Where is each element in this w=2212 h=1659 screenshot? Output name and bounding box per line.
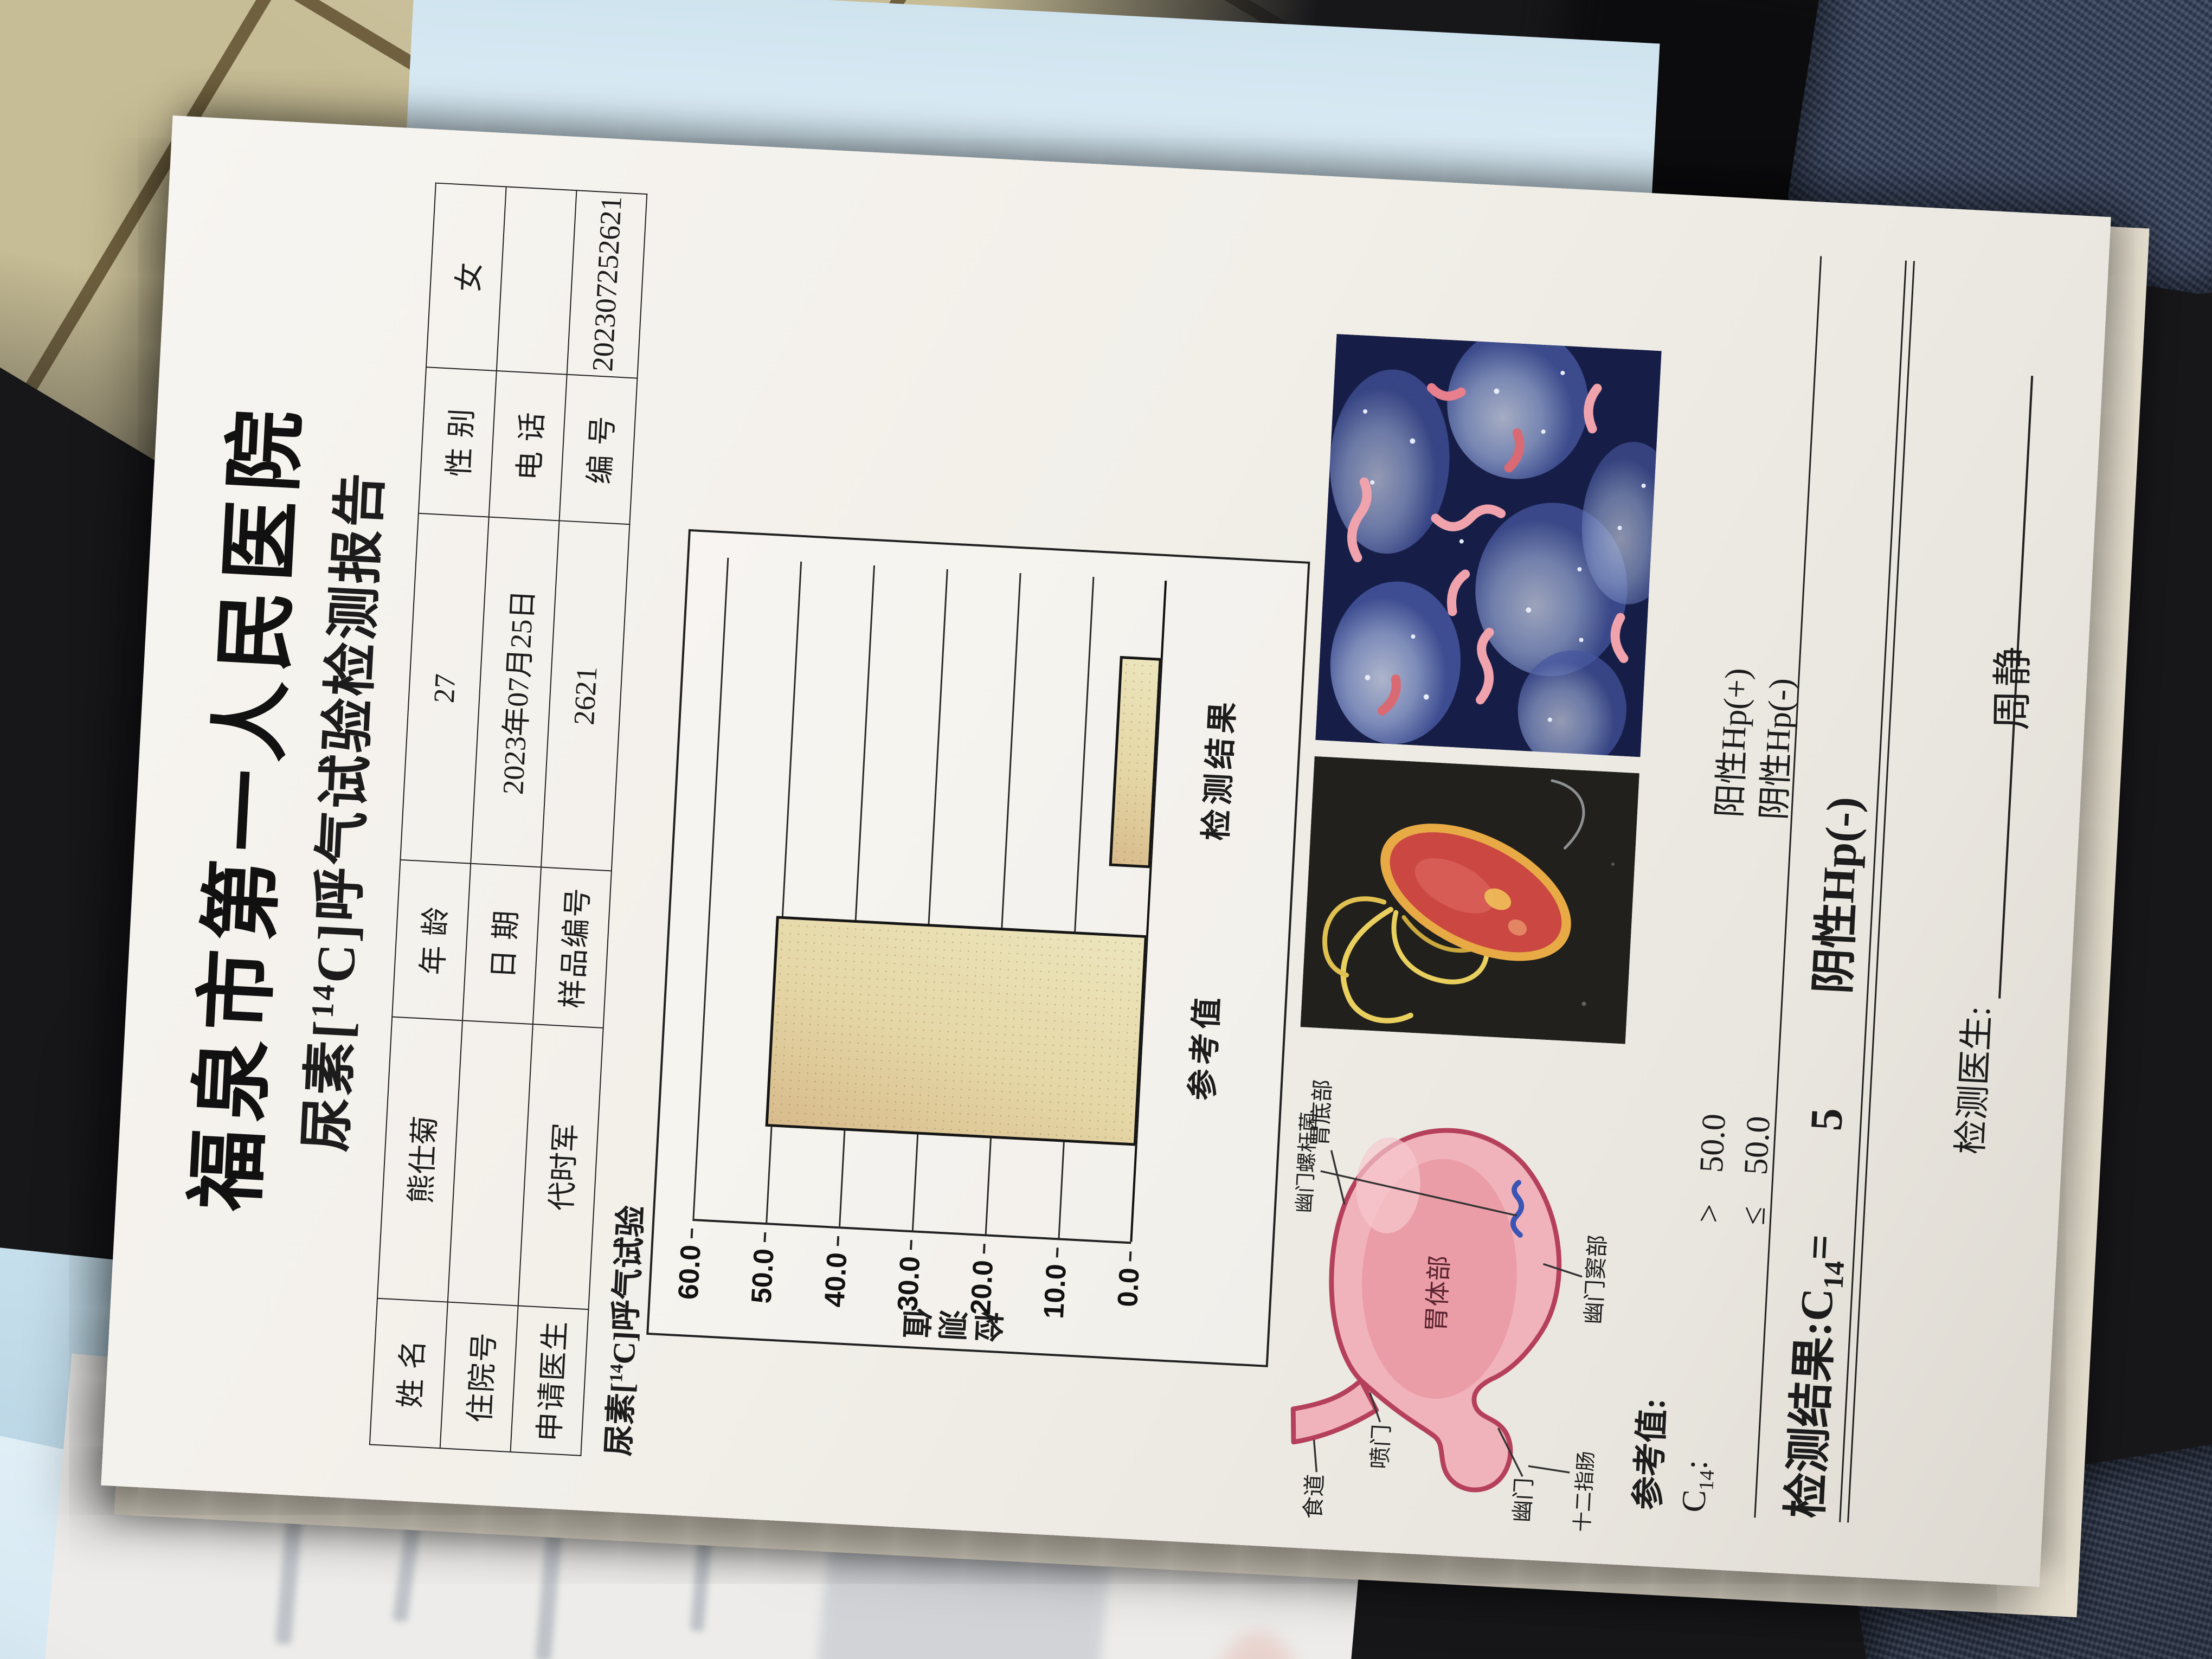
- tick-label: 60.0: [672, 1244, 707, 1301]
- tick-mark: [1056, 1248, 1059, 1258]
- result-verdict: 阴性Hp(-): [1808, 795, 1869, 995]
- c14-label: C14:: [1675, 1459, 1719, 1514]
- fundus-highlight: [1356, 1137, 1420, 1233]
- label-antrum: 幽门窦部: [1581, 1234, 1611, 1324]
- label-h-pylori: 幽门螺杆菌: [1293, 1111, 1321, 1214]
- esophagus-shape: [1290, 1378, 1379, 1445]
- report-title-suffix: C]呼气试验检测报告: [305, 469, 392, 985]
- tick-label: 20.0: [964, 1259, 1000, 1316]
- tick-mark: [690, 1228, 693, 1239]
- bar-参考值: [765, 916, 1147, 1146]
- chart-plot-area: 参考值 检测结果: [692, 557, 1241, 1244]
- tick-label: 10.0: [1038, 1263, 1072, 1320]
- tick-label: 30.0: [892, 1255, 927, 1312]
- doctor-label: 检测医生:: [1951, 1005, 1998, 1156]
- stomach-diagram: 食道 喷门 胃底部 胃体部 幽门螺杆菌 幽门窦部 幽门 十二指肠: [1274, 1049, 1624, 1542]
- breath-test-report-page: 福泉市第一人民医院 尿素[14C]呼气试验检测报告 姓 名 熊仕菊 年 龄 27…: [101, 115, 2111, 1587]
- bacterium-rod: [1380, 824, 1571, 961]
- gridline: [692, 557, 729, 1219]
- h-pylori-bacterium-blue: [1510, 1180, 1525, 1238]
- category-label: 参考值: [1185, 992, 1226, 1102]
- leader-lines: [1313, 1150, 1583, 1477]
- tick-label: 40.0: [819, 1251, 853, 1308]
- report-no-value: 202307252621: [567, 190, 647, 378]
- tick-label: 0.0: [1112, 1266, 1146, 1308]
- tick-mark: [1129, 1251, 1132, 1262]
- report-no-label: 编 号: [559, 374, 638, 525]
- h-pylori-bacteria-pink: [1347, 383, 1629, 716]
- result-bar-chart: 检测值 60.0 50.0 40.0 30.0 20.0 10.0 0.0 参考值 检测结果: [646, 529, 1310, 1367]
- tick-mark: [763, 1232, 767, 1243]
- sex-label: 性 别: [418, 367, 497, 517]
- age-label: 年 龄: [392, 859, 471, 1021]
- admission-no-label: 住院号: [440, 1302, 518, 1452]
- date-label: 日 期: [462, 863, 542, 1025]
- tick-mark: [837, 1236, 840, 1246]
- tick-label: 50.0: [745, 1248, 780, 1304]
- label-fundus: 胃底部: [1307, 1079, 1335, 1147]
- isotope-superscript: 14: [304, 981, 342, 1019]
- signature-line: 周静: [1960, 374, 2036, 999]
- y-axis-ticks: 60.0 50.0 40.0 30.0 20.0 10.0 0.0: [673, 1228, 1146, 1358]
- label-duodenum: 十二指肠: [1572, 1450, 1598, 1532]
- tick-mark: [982, 1244, 986, 1254]
- bar-检测结果: [1109, 655, 1162, 869]
- phone-value: [496, 187, 577, 375]
- report-title-prefix: 尿素[: [296, 1017, 363, 1153]
- sample-no-label: 样品编号: [532, 867, 612, 1028]
- request-doctor-value: 代时军: [518, 1024, 603, 1310]
- request-doctor-label: 申请医生: [510, 1306, 589, 1456]
- name-label: 姓 名: [369, 1298, 448, 1449]
- verdict-negative: 阴性Hp(-): [1756, 677, 1801, 821]
- phone-label: 电 话: [488, 370, 567, 521]
- doctor-signature: 周静: [1990, 643, 2036, 731]
- category-label: 检测结果: [1198, 697, 1242, 842]
- section-label-urea-breath-test: 尿素[14C]呼气试验: [601, 1204, 650, 1457]
- doctor-signature-row: 检测医生: 周静: [1943, 374, 2036, 1156]
- tick-mark: [910, 1240, 912, 1250]
- label-body: 胃体部: [1423, 1255, 1455, 1333]
- label-cardia: 喷门: [1367, 1424, 1394, 1470]
- gastric-mucosa-micrograph: [1315, 327, 1680, 770]
- speckle-dots: [1363, 370, 1646, 722]
- label-pylorus: 幽门: [1509, 1477, 1536, 1523]
- sex-value: 女: [426, 183, 506, 371]
- label-esophagus: 食道: [1301, 1474, 1328, 1520]
- result-value: 5: [1801, 1107, 1853, 1133]
- h-pylori-electron-micrograph: [1300, 756, 1639, 1044]
